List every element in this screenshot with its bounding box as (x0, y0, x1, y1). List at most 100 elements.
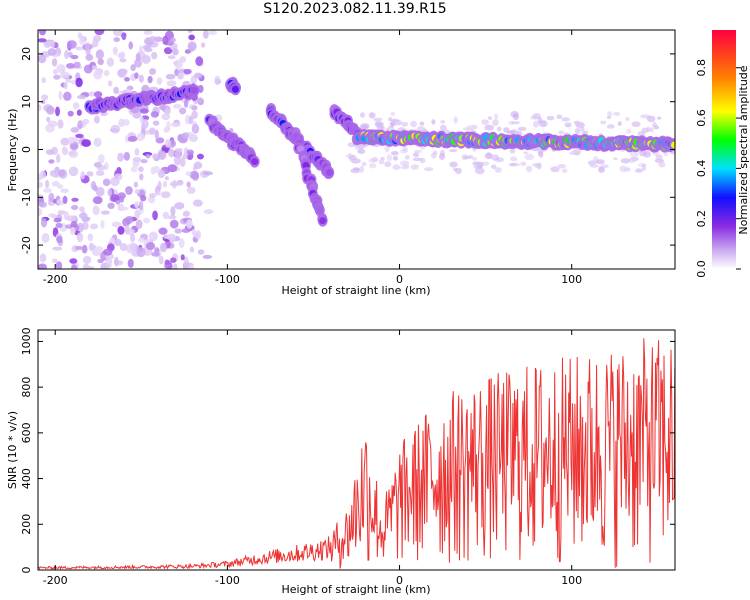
spectrogram-noise-blob (138, 200, 144, 211)
spectrogram-noise-blob (164, 259, 170, 265)
spectrogram-halo-blob (401, 121, 409, 127)
spectrogram-halo-blob (349, 155, 357, 161)
spectrogram-noise-blob (38, 201, 47, 208)
spectrogram-noise-blob (94, 30, 105, 36)
spectrogram-halo-blob (512, 113, 520, 121)
spectrogram-noise-blob (70, 220, 78, 229)
spectrogram-noise-blob (159, 104, 166, 111)
spectrogram-noise-blob (107, 80, 113, 87)
x-tick-label: -100 (215, 574, 240, 587)
spectrogram-halo-blob (613, 157, 618, 161)
spectrogram-halo-blob (392, 155, 399, 161)
spectrogram-noise-blob (46, 116, 51, 123)
spectrogram-noise-blob (92, 35, 102, 42)
spectrogram-noise-blob (46, 105, 55, 115)
spectrogram-x-ticks: -200 -100 0 100 (43, 30, 582, 286)
y-tick-label: 600 (20, 422, 33, 443)
spectrogram-noise-blob (164, 176, 170, 181)
spectrogram-noise-blob (70, 264, 78, 269)
spectrogram-halo-blob (492, 119, 499, 126)
spectrogram-noise-blob (111, 221, 122, 228)
spectrogram-noise-blob (38, 207, 43, 216)
spectrogram-noise-blob (185, 171, 191, 177)
spectrogram-x-label: Height of straight line (km) (281, 284, 430, 297)
spectrogram-halo-blob (494, 167, 502, 173)
spectrogram-noise-blob (78, 206, 85, 212)
spectrogram-halo-blob (410, 164, 419, 170)
spectrogram-halo-blob (646, 115, 656, 123)
spectrogram-noise-blob (136, 133, 145, 142)
spectrogram-noise-blob (105, 258, 113, 265)
spectrogram-noise-blob (187, 41, 197, 52)
spectrogram-noise-blob (181, 228, 191, 233)
spectrogram-noise-blob (82, 263, 90, 269)
spectrogram-halo-blob (347, 142, 355, 148)
spectrogram-noise-blob (165, 73, 176, 80)
spectrogram-noise-blob (166, 80, 177, 87)
spectrogram-noise-blob (78, 212, 88, 219)
spectrogram-noise-blob (64, 49, 69, 60)
spectrogram-noise-blob (124, 76, 130, 82)
spectrogram-halo-blob (481, 119, 489, 126)
spectrogram-noise-blob (39, 170, 47, 179)
spectrogram-halo-blob (508, 162, 517, 167)
spectrogram-noise-blob (73, 61, 81, 69)
spectrogram-noise-blob (103, 69, 110, 77)
spectrogram-noise-blob (162, 211, 169, 220)
spectrogram-noise-blob (93, 91, 103, 98)
spectrogram-halo-blob (546, 115, 555, 121)
spectrogram-halo-blob (631, 121, 641, 128)
spectrogram-noise-blob (118, 206, 129, 211)
spectrogram-noise-blob (68, 150, 77, 156)
spectrogram-noise-blob (139, 173, 144, 181)
spectrogram-noise-blob (57, 210, 66, 215)
spectrogram-noise-blob (52, 246, 63, 251)
spectrogram-noise-blob (195, 56, 204, 67)
spectrogram-noise-blob (77, 94, 87, 100)
spectrogram-noise-blob (145, 153, 151, 159)
spectrogram-noise-blob (147, 75, 153, 84)
spectrogram-halo-blob (510, 156, 518, 162)
spectrogram-noise-blob (47, 120, 58, 127)
spectrogram-halo-blob (533, 120, 539, 128)
spectrogram-noise-blob (64, 148, 69, 156)
spectrogram-halo-blob (384, 161, 392, 168)
spectrogram-noise-blob (214, 75, 221, 86)
spectrogram-noise-blob (174, 228, 182, 234)
spectrogram-y-ticks: -20 -10 0 10 20 (20, 47, 675, 254)
spectrogram-noise-blob (47, 48, 57, 56)
spectrogram-noise-blob (157, 169, 166, 179)
spectrogram-noise-blob (53, 69, 58, 75)
spectrogram-noise-blob (184, 49, 191, 54)
spectrogram-noise-blob (144, 47, 153, 53)
spectrogram-noise-blob (132, 156, 142, 163)
spectrogram-noise-blob (172, 48, 179, 56)
spectrogram-noise-blob (60, 137, 71, 146)
spectrogram-noise-blob (182, 154, 188, 160)
spectrogram-halo-blob (526, 165, 533, 173)
spectrogram-halo-blob (390, 111, 395, 117)
spectrogram-noise-blob (119, 68, 128, 75)
colorbar: 0.0 0.2 0.4 0.6 0.8 Normalized spectral ampl… (695, 30, 750, 278)
spectrogram-noise-blob (134, 188, 140, 195)
spectrogram-noise-blob (57, 119, 64, 129)
spectrogram-halo-blob (509, 129, 519, 136)
spectrogram-noise-blob (152, 120, 160, 126)
spectrogram-noise-blob (160, 191, 171, 199)
colorbar-ticks: 0.0 0.2 0.4 0.6 0.8 (695, 59, 741, 278)
colorbar-tick-label: 0.6 (695, 109, 708, 127)
spectrogram-noise-blob (158, 227, 168, 235)
spectrogram-halo-blob (589, 164, 599, 168)
spectrogram-halo-blob (649, 127, 654, 133)
spectrogram-halo-blob (656, 116, 662, 120)
spectrogram-halo-blob (523, 151, 529, 155)
spectrogram-noise-blob (138, 74, 144, 83)
spectrogram-noise-blob (159, 242, 168, 253)
spectrogram-noise-blob (88, 244, 97, 250)
spectrogram-halo-blob (368, 112, 377, 119)
spectrogram-halo-blob (369, 162, 377, 169)
spectrogram-noise-blob (56, 153, 61, 164)
spectrogram-noise-blob (177, 73, 184, 80)
spectrogram-halo-blob (449, 161, 458, 168)
spectrogram-noise-blob (148, 192, 157, 198)
